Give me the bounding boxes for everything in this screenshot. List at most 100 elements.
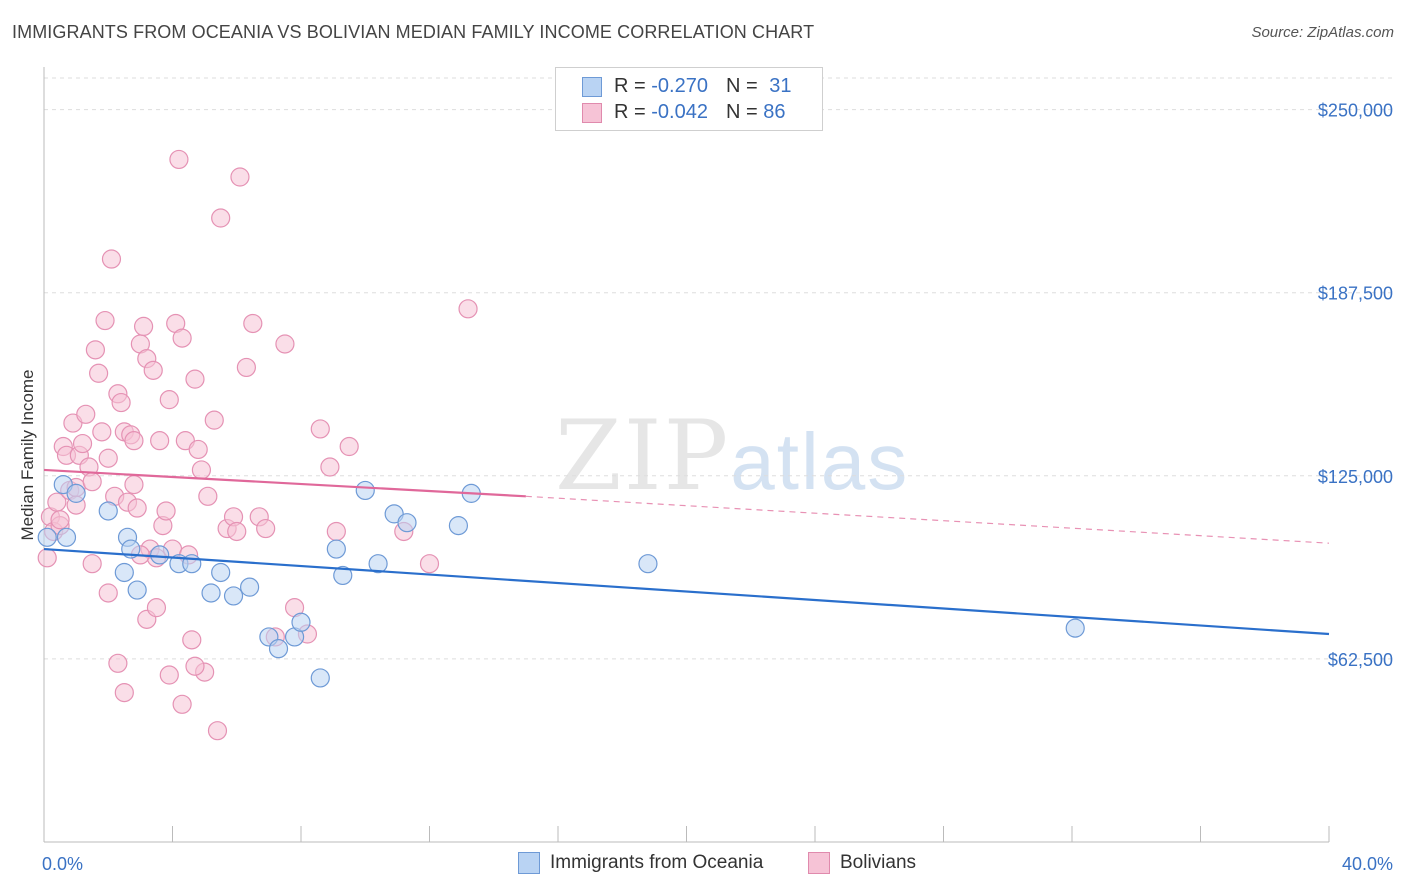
point-oceania	[127, 580, 147, 600]
trend-lines	[43, 468, 1330, 636]
point-bolivians	[207, 721, 228, 741]
point-bolivians	[98, 583, 118, 603]
point-oceania	[1065, 618, 1085, 638]
point-bolivians	[108, 653, 128, 673]
point-oceania	[211, 562, 231, 583]
point-bolivians	[92, 422, 112, 442]
point-oceania	[326, 539, 346, 559]
point-oceania	[98, 501, 118, 521]
chart-title: IMMIGRANTS FROM OCEANIA VS BOLIVIAN MEDI…	[12, 22, 815, 42]
legend-r-value: -0.270	[651, 75, 708, 97]
bottom-legend-label-oceania: Immigrants from Oceania	[550, 852, 764, 874]
point-bolivians	[243, 313, 263, 334]
point-bolivians	[185, 369, 205, 389]
point-bolivians	[198, 486, 218, 506]
bottom-legend-oceania: Immigrants from Oceania	[518, 852, 763, 878]
point-bolivians	[188, 439, 208, 460]
point-bolivians	[76, 404, 96, 424]
legend-r-label: R =	[614, 101, 652, 123]
y-tick-label: $250,000	[1318, 101, 1393, 121]
point-bolivians	[339, 436, 359, 457]
point-oceania	[56, 527, 77, 547]
point-oceania	[448, 516, 469, 536]
point-oceania	[201, 583, 221, 603]
point-bolivians	[150, 431, 170, 451]
legend-n-label: N =	[725, 101, 764, 123]
point-bolivians	[82, 472, 102, 492]
point-oceania	[66, 483, 86, 503]
bottom-legend-label-bolivians: Bolivians	[840, 852, 917, 874]
series-bolivians	[37, 149, 478, 741]
point-oceania	[240, 577, 260, 597]
legend-n-value: 86	[763, 101, 786, 123]
y-tick-label: $187,500	[1318, 284, 1393, 304]
legend-n-value: 31	[769, 75, 792, 97]
point-bolivians	[256, 518, 276, 539]
bottom-legend-swatch-pink	[808, 852, 830, 874]
legend-swatch-pink	[582, 102, 602, 123]
point-bolivians	[98, 448, 118, 468]
stats-legend: R = -0.270 N = 31 R = -0.042 N = 86	[555, 67, 823, 131]
point-bolivians	[159, 665, 179, 685]
point-bolivians	[50, 510, 70, 530]
x-tick-label-max: 40.0%	[1342, 854, 1393, 874]
point-bolivians	[236, 357, 256, 378]
legend-row-oceania: R = -0.270 N = 31	[582, 75, 791, 99]
point-oceania	[291, 612, 311, 632]
trend-line-bolivians	[43, 468, 526, 498]
point-bolivians	[172, 328, 192, 348]
point-bolivians	[191, 460, 212, 480]
legend-r-value: -0.042	[651, 101, 708, 123]
legend-row-bolivians: R = -0.042 N = 86	[582, 101, 785, 125]
point-bolivians	[133, 316, 154, 337]
point-oceania	[355, 480, 375, 501]
point-oceania	[333, 565, 353, 586]
watermark: ZIPatlas	[555, 400, 909, 512]
point-bolivians	[114, 682, 134, 703]
point-bolivians	[326, 521, 346, 542]
axes	[43, 67, 1330, 843]
point-bolivians	[182, 630, 202, 650]
point-bolivians	[72, 433, 93, 454]
point-bolivians	[204, 410, 224, 430]
legend-n-label: N =	[725, 75, 764, 97]
series-oceania	[37, 474, 1085, 688]
point-bolivians	[95, 310, 115, 331]
point-bolivians	[419, 554, 440, 574]
point-oceania	[37, 527, 57, 547]
point-bolivians	[127, 498, 147, 518]
point-oceania	[310, 668, 330, 688]
watermark-zip: ZIP	[555, 400, 731, 512]
point-oceania	[397, 513, 417, 533]
point-bolivians	[169, 149, 189, 170]
point-bolivians	[159, 390, 179, 410]
point-oceania	[638, 554, 658, 574]
point-bolivians	[230, 167, 250, 187]
point-oceania	[150, 545, 170, 565]
point-bolivians	[310, 419, 330, 439]
legend-r-label: R =	[614, 75, 652, 97]
point-bolivians	[124, 474, 144, 495]
legend-swatch-blue	[582, 76, 602, 97]
point-bolivians	[111, 392, 131, 413]
trend-line-bolivians-dashed	[525, 495, 1330, 544]
point-bolivians	[185, 656, 205, 676]
source-label: Source: ZipAtlas.com	[1251, 24, 1394, 41]
point-bolivians	[82, 554, 102, 574]
y-tick-label: $62,500	[1328, 650, 1393, 670]
bottom-legend-bolivians: Bolivians	[808, 852, 916, 878]
point-oceania	[223, 586, 244, 606]
point-bolivians	[124, 431, 144, 451]
point-bolivians	[156, 501, 176, 521]
watermark-atlas: atlas	[730, 417, 910, 506]
point-bolivians	[85, 340, 106, 360]
point-bolivians	[227, 521, 247, 542]
point-bolivians	[89, 363, 109, 383]
point-bolivians	[172, 694, 192, 714]
point-oceania	[368, 554, 388, 574]
x-tick-label-min: 0.0%	[42, 854, 83, 874]
point-oceania	[114, 562, 134, 583]
point-bolivians	[101, 249, 122, 269]
point-bolivians	[146, 598, 167, 618]
